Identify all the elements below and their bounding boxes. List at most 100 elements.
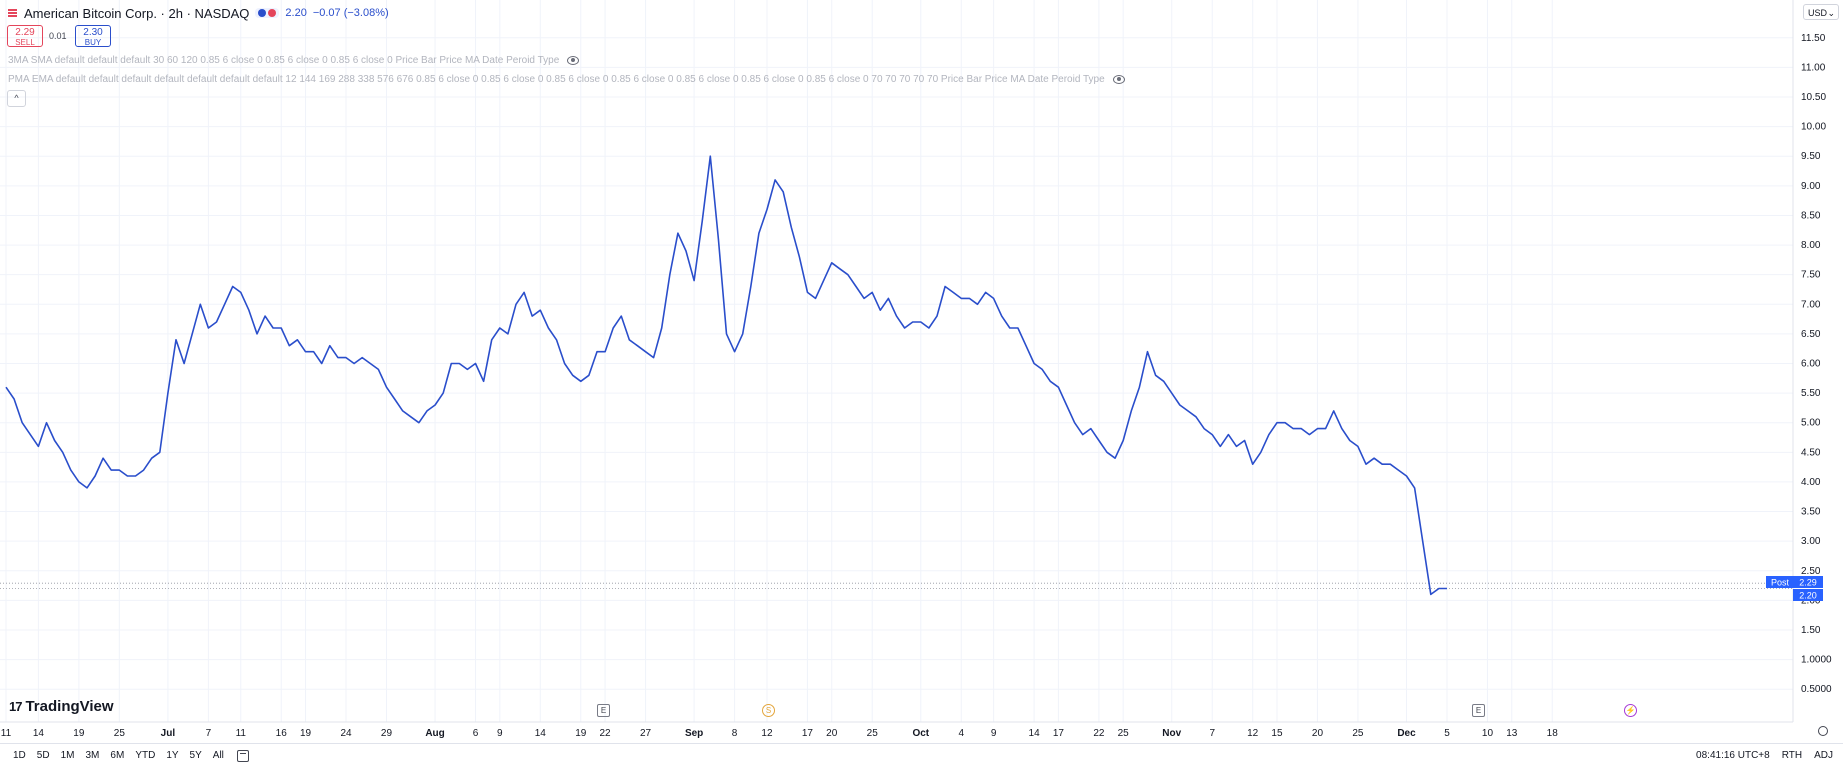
indicator-3ma[interactable]: 3MA SMA default default default 30 60 12… xyxy=(8,55,580,66)
logo-text: TradingView xyxy=(25,697,114,715)
news-event-icon[interactable]: ⚡ xyxy=(1624,704,1637,717)
y-tick-label: 5.00 xyxy=(1801,418,1821,429)
collapse-indicators-button[interactable]: ^ xyxy=(7,90,26,107)
buy-button[interactable]: 2.30 BUY xyxy=(75,25,111,47)
price-chart[interactable]: 11.50 11.00 10.50 10.00 9.50 9.00 8.50 8.00 7.50… xyxy=(0,0,1843,743)
x-tick-label: 29 xyxy=(381,728,393,739)
y-tick-label: 2.50 xyxy=(1801,566,1821,577)
x-tick-label: Oct xyxy=(912,728,929,739)
y-tick-label: 4.50 xyxy=(1801,447,1821,458)
x-tick-label: 9 xyxy=(497,728,503,739)
sell-button[interactable]: 2.29 SELL xyxy=(7,25,43,47)
y-tick-label: 1.50 xyxy=(1801,625,1821,636)
x-tick-label: 22 xyxy=(600,728,612,739)
price-reference-lines xyxy=(0,582,1793,589)
range-5d[interactable]: 5D xyxy=(36,750,50,761)
range-all[interactable]: All xyxy=(212,750,224,761)
earnings-event-icon[interactable]: E xyxy=(1472,704,1485,717)
range-1y[interactable]: 1Y xyxy=(166,750,179,761)
sell-label: SELL xyxy=(15,38,35,47)
logo-mark: 17 xyxy=(9,698,23,714)
symbol-header[interactable]: American Bitcoin Corp. · 2h · NASDAQ 2.2… xyxy=(8,4,389,22)
market-status-flags[interactable] xyxy=(255,8,280,18)
y-tick-label: 1.0000 xyxy=(1801,655,1832,666)
price-change: −0.07 (−3.08%) xyxy=(312,7,389,19)
settings-gear-icon[interactable] xyxy=(1818,726,1828,736)
x-tick-label: 7 xyxy=(206,728,212,739)
y-tick-label: 8.00 xyxy=(1801,240,1821,251)
y-tick-label: 3.50 xyxy=(1801,507,1821,518)
post-price-tag: Post 2.29 2.20 xyxy=(1766,576,1823,601)
x-tick-label: Dec xyxy=(1397,728,1416,739)
range-1d[interactable]: 1D xyxy=(13,750,26,761)
currency-select[interactable]: USD ⌄ xyxy=(1803,4,1839,20)
range-ytd[interactable]: YTD xyxy=(135,750,156,761)
y-tick-label: 10.50 xyxy=(1801,92,1826,103)
symbol-title[interactable]: American Bitcoin Corp. · 2h · NASDAQ xyxy=(24,5,250,21)
eye-icon[interactable] xyxy=(1112,75,1125,84)
x-tick-label: 14 xyxy=(33,728,45,739)
x-tick-label: 6 xyxy=(473,728,479,739)
market-flag-icon xyxy=(258,9,267,17)
x-tick-label: 10 xyxy=(1482,728,1494,739)
x-tick-label: 9 xyxy=(991,728,997,739)
indicator-label: PMA EMA default default default default … xyxy=(8,74,1105,85)
x-tick-label: 11 xyxy=(236,728,247,739)
y-tick-label: 10.00 xyxy=(1801,122,1826,133)
rth-toggle[interactable]: RTH xyxy=(1781,750,1803,761)
x-tick-label: 19 xyxy=(575,728,587,739)
x-tick-label: 25 xyxy=(114,728,126,739)
x-tick-label: Nov xyxy=(1162,728,1181,739)
x-tick-label: 19 xyxy=(73,728,85,739)
x-tick-label: 4 xyxy=(958,728,964,739)
x-tick-label: 8 xyxy=(732,728,738,739)
indicator-pma[interactable]: PMA EMA default default default default … xyxy=(8,74,1125,85)
x-tick-label: 19 xyxy=(300,728,312,739)
range-5y[interactable]: 5Y xyxy=(189,750,202,761)
x-tick-label: 11 xyxy=(1,728,12,739)
buy-label: BUY xyxy=(84,38,102,47)
adj-toggle[interactable]: ADJ xyxy=(1814,750,1833,761)
chart-grid xyxy=(0,0,1793,722)
y-tick-label: 0.5000 xyxy=(1801,684,1832,695)
range-1m[interactable]: 1M xyxy=(60,750,75,761)
hamburger-icon[interactable] xyxy=(8,8,18,18)
buy-price: 2.30 xyxy=(83,27,103,38)
range-3m[interactable]: 3M xyxy=(85,750,100,761)
x-tick-label: Aug xyxy=(425,728,444,739)
calendar-icon[interactable] xyxy=(237,750,249,762)
price-line xyxy=(5,155,1447,596)
x-tick-label: 13 xyxy=(1506,728,1518,739)
x-tick-label: 12 xyxy=(1247,728,1259,739)
y-tick-label: 6.00 xyxy=(1801,359,1821,370)
price-axis[interactable]: 11.50 11.00 10.50 10.00 9.50 9.00 8.50 8.00 7.50… xyxy=(1801,33,1832,695)
currency-label: USD xyxy=(1808,8,1828,18)
earnings-event-icon[interactable]: E xyxy=(597,704,610,717)
x-tick-label: 12 xyxy=(761,728,773,739)
split-event-icon[interactable]: S xyxy=(762,704,775,717)
x-tick-label: 20 xyxy=(826,728,838,739)
x-tick-label: 18 xyxy=(1547,728,1559,739)
x-tick-label: 27 xyxy=(640,728,652,739)
tradingview-logo[interactable]: 17 TradingView xyxy=(9,697,114,715)
time-axis[interactable]: 11 14 19 25 Jul 7 11 16 19 24 29 Aug 6 9 14 19 22 27 Sep 8 1… xyxy=(1,728,1558,739)
y-tick-label: 8.50 xyxy=(1801,210,1821,221)
x-tick-label: 17 xyxy=(802,728,814,739)
y-tick-label: 11.50 xyxy=(1801,33,1826,44)
y-tick-label: 4.00 xyxy=(1801,477,1821,488)
extended-hours-flag-icon xyxy=(268,9,277,17)
range-6m[interactable]: 6M xyxy=(110,750,125,761)
post-price-label: 2.29 xyxy=(1799,578,1817,588)
eye-icon[interactable] xyxy=(567,56,580,65)
clock-time[interactable]: 08:41:16 UTC+8 xyxy=(1696,750,1770,761)
x-tick-label: 25 xyxy=(1352,728,1364,739)
y-tick-label: 9.50 xyxy=(1801,151,1821,162)
x-tick-label: 24 xyxy=(340,728,352,739)
x-tick-label: 20 xyxy=(1312,728,1324,739)
x-tick-label: 5 xyxy=(1444,728,1450,739)
x-tick-label: 16 xyxy=(276,728,288,739)
y-tick-label: 9.00 xyxy=(1801,181,1821,192)
last-price: 2.20 xyxy=(285,7,307,19)
spread-value: 0.01 xyxy=(49,31,67,41)
x-tick-label: 14 xyxy=(1029,728,1041,739)
